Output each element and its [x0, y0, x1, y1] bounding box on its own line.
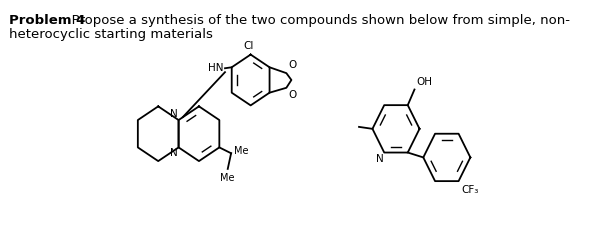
Text: Me: Me	[221, 173, 235, 183]
Text: N: N	[376, 153, 384, 163]
Text: O: O	[288, 90, 296, 100]
Text: O: O	[288, 60, 296, 70]
Text: heterocyclic starting materials: heterocyclic starting materials	[10, 28, 213, 41]
Text: : Propose a synthesis of the two compounds shown below from simple, non-: : Propose a synthesis of the two compoun…	[63, 13, 570, 27]
Text: Me: Me	[235, 146, 249, 156]
Text: Cl: Cl	[244, 41, 254, 51]
Text: N: N	[170, 148, 178, 158]
Text: HN: HN	[208, 63, 223, 73]
Text: Problem 4: Problem 4	[10, 13, 86, 27]
Text: CF₃: CF₃	[461, 185, 478, 195]
Text: N: N	[170, 109, 178, 119]
Text: OH: OH	[416, 77, 432, 87]
